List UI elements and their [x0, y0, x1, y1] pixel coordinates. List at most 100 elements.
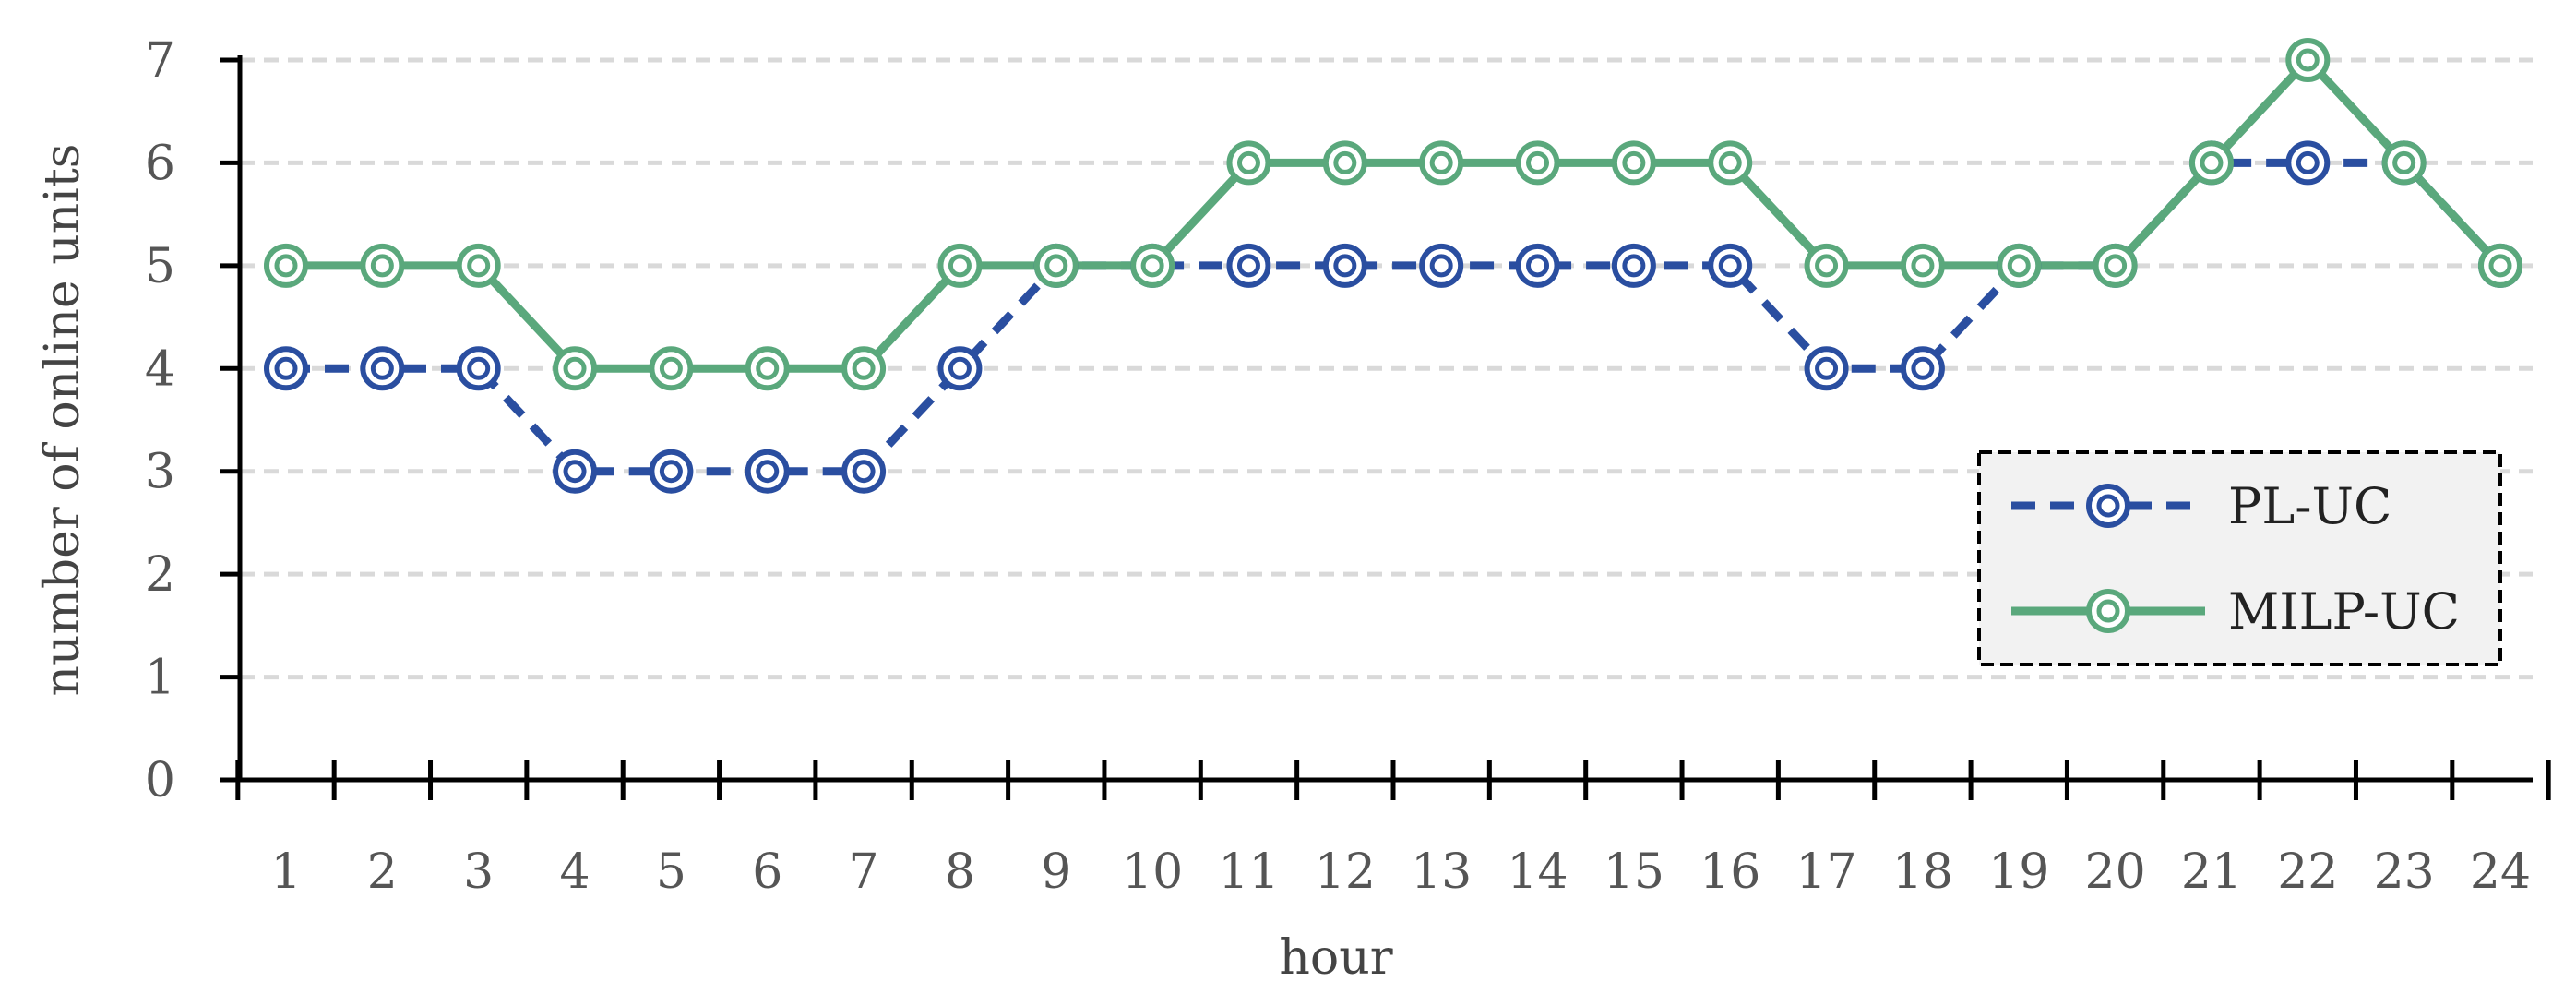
- x-tick-label: 9: [1041, 844, 1071, 900]
- data-point-pl-uc: [1611, 243, 1656, 288]
- marker-inner-ring: [467, 356, 491, 380]
- marker-inner-ring: [1333, 150, 1357, 174]
- data-point-milp-uc: [2381, 140, 2427, 186]
- marker-inner-ring: [659, 460, 683, 484]
- x-tick-label: 8: [945, 844, 975, 900]
- marker-inner-ring: [1911, 356, 1935, 380]
- marker-inner-ring: [1718, 254, 1742, 278]
- marker-inner-ring: [1333, 254, 1357, 278]
- data-point-milp-uc: [1804, 243, 1849, 288]
- marker-inner-ring: [1044, 254, 1068, 278]
- y-axis-title: number of online units: [35, 144, 90, 697]
- marker-inner-ring: [1622, 254, 1646, 278]
- marker-inner-ring: [2488, 254, 2512, 278]
- marker-inner-ring: [2296, 48, 2320, 72]
- marker-inner-ring: [2096, 494, 2120, 518]
- x-axis-title: hour: [1279, 930, 1392, 986]
- marker-inner-ring: [852, 356, 876, 380]
- series-line-milp-uc: [286, 55, 2504, 373]
- marker-inner-ring: [2096, 599, 2120, 623]
- data-point-pl-uc: [841, 449, 887, 494]
- data-point-milp-uc: [1419, 140, 1464, 186]
- data-point-milp-uc: [745, 346, 790, 391]
- marker-inner-ring: [756, 356, 780, 380]
- legend-label-pl-uc: PL-UC: [2228, 477, 2391, 535]
- data-point-milp-uc: [1708, 140, 1753, 186]
- marker-inner-ring: [1429, 150, 1453, 174]
- marker-inner-ring: [2200, 150, 2224, 174]
- x-tick-label: 17: [1795, 844, 1856, 900]
- marker-inner-ring: [1815, 356, 1839, 380]
- legend-label-milp-uc: MILP-UC: [2228, 582, 2460, 641]
- marker-inner-ring: [563, 356, 587, 380]
- data-point-pl-uc: [553, 449, 598, 494]
- y-tick-label: 2: [145, 547, 175, 603]
- data-point-milp-uc: [264, 243, 308, 288]
- x-tick-label: 7: [849, 844, 879, 900]
- x-tick-label: 11: [1218, 844, 1279, 900]
- data-point-pl-uc: [1515, 243, 1560, 288]
- data-point-pl-uc: [456, 346, 501, 391]
- data-point-pl-uc: [264, 346, 308, 391]
- x-tick-label: 2: [367, 844, 398, 900]
- marker-inner-ring: [1236, 150, 1260, 174]
- data-point-pl-uc: [745, 449, 790, 494]
- data-point-pl-uc: [1322, 243, 1367, 288]
- data-point-milp-uc: [2188, 140, 2234, 186]
- marker-inner-ring: [274, 356, 298, 380]
- x-tick-label: 21: [2181, 844, 2242, 900]
- data-point-milp-uc: [1033, 243, 1079, 288]
- x-tick-label: 14: [1507, 844, 1568, 900]
- data-point-pl-uc: [2285, 140, 2331, 186]
- x-tick-label: 4: [559, 844, 590, 900]
- marker-inner-ring: [1815, 254, 1839, 278]
- y-tick-label: 4: [145, 341, 175, 397]
- marker-inner-ring: [370, 356, 394, 380]
- marker-inner-ring: [1911, 254, 1935, 278]
- x-tick-label: 12: [1315, 844, 1376, 900]
- marker-inner-ring: [2007, 254, 2031, 278]
- marker-inner-ring: [948, 254, 972, 278]
- marker-inner-ring: [1526, 254, 1550, 278]
- y-tick-label: 0: [145, 753, 175, 808]
- data-point-milp-uc: [2285, 38, 2331, 82]
- data-point-milp-uc: [456, 243, 501, 288]
- data-point-milp-uc: [1322, 140, 1367, 186]
- marker-inner-ring: [756, 460, 780, 484]
- x-tick-label: 1: [270, 844, 301, 900]
- legend: PL-UC MILP-UC: [1977, 450, 2502, 666]
- marker-inner-ring: [659, 356, 683, 380]
- x-tick-label: 5: [656, 844, 686, 900]
- x-tick-label: 20: [2085, 844, 2146, 900]
- y-tick-label: 1: [145, 651, 175, 706]
- marker-inner-ring: [1718, 150, 1742, 174]
- x-tick-label: 16: [1699, 844, 1760, 900]
- data-point-milp-uc: [649, 346, 694, 391]
- legend-marker-symbol: [2086, 484, 2130, 528]
- data-point-milp-uc: [2093, 243, 2138, 288]
- legend-marker-milp-uc: [2086, 589, 2130, 633]
- data-point-pl-uc: [360, 346, 405, 391]
- marker-inner-ring: [852, 460, 876, 484]
- x-tick-label: 6: [752, 844, 782, 900]
- data-point-milp-uc: [1997, 243, 2042, 288]
- data-point-pl-uc: [1900, 346, 1945, 391]
- data-point-pl-uc: [1226, 243, 1271, 288]
- marker-inner-ring: [1140, 254, 1164, 278]
- data-point-milp-uc: [1130, 243, 1175, 288]
- marker-inner-ring: [563, 460, 587, 484]
- data-point-pl-uc: [1419, 243, 1464, 288]
- marker-inner-ring: [1429, 254, 1453, 278]
- data-point-pl-uc: [1708, 243, 1753, 288]
- marker-inner-ring: [2296, 150, 2320, 174]
- marker-inner-ring: [1236, 254, 1260, 278]
- marker-inner-ring: [1526, 150, 1550, 174]
- data-point-milp-uc: [2478, 243, 2522, 288]
- x-tick-label: 19: [1988, 844, 2049, 900]
- x-tick-label: 24: [2470, 844, 2531, 900]
- data-point-pl-uc: [937, 346, 983, 391]
- marker-inner-ring: [1622, 150, 1646, 174]
- data-point-milp-uc: [1611, 140, 1656, 186]
